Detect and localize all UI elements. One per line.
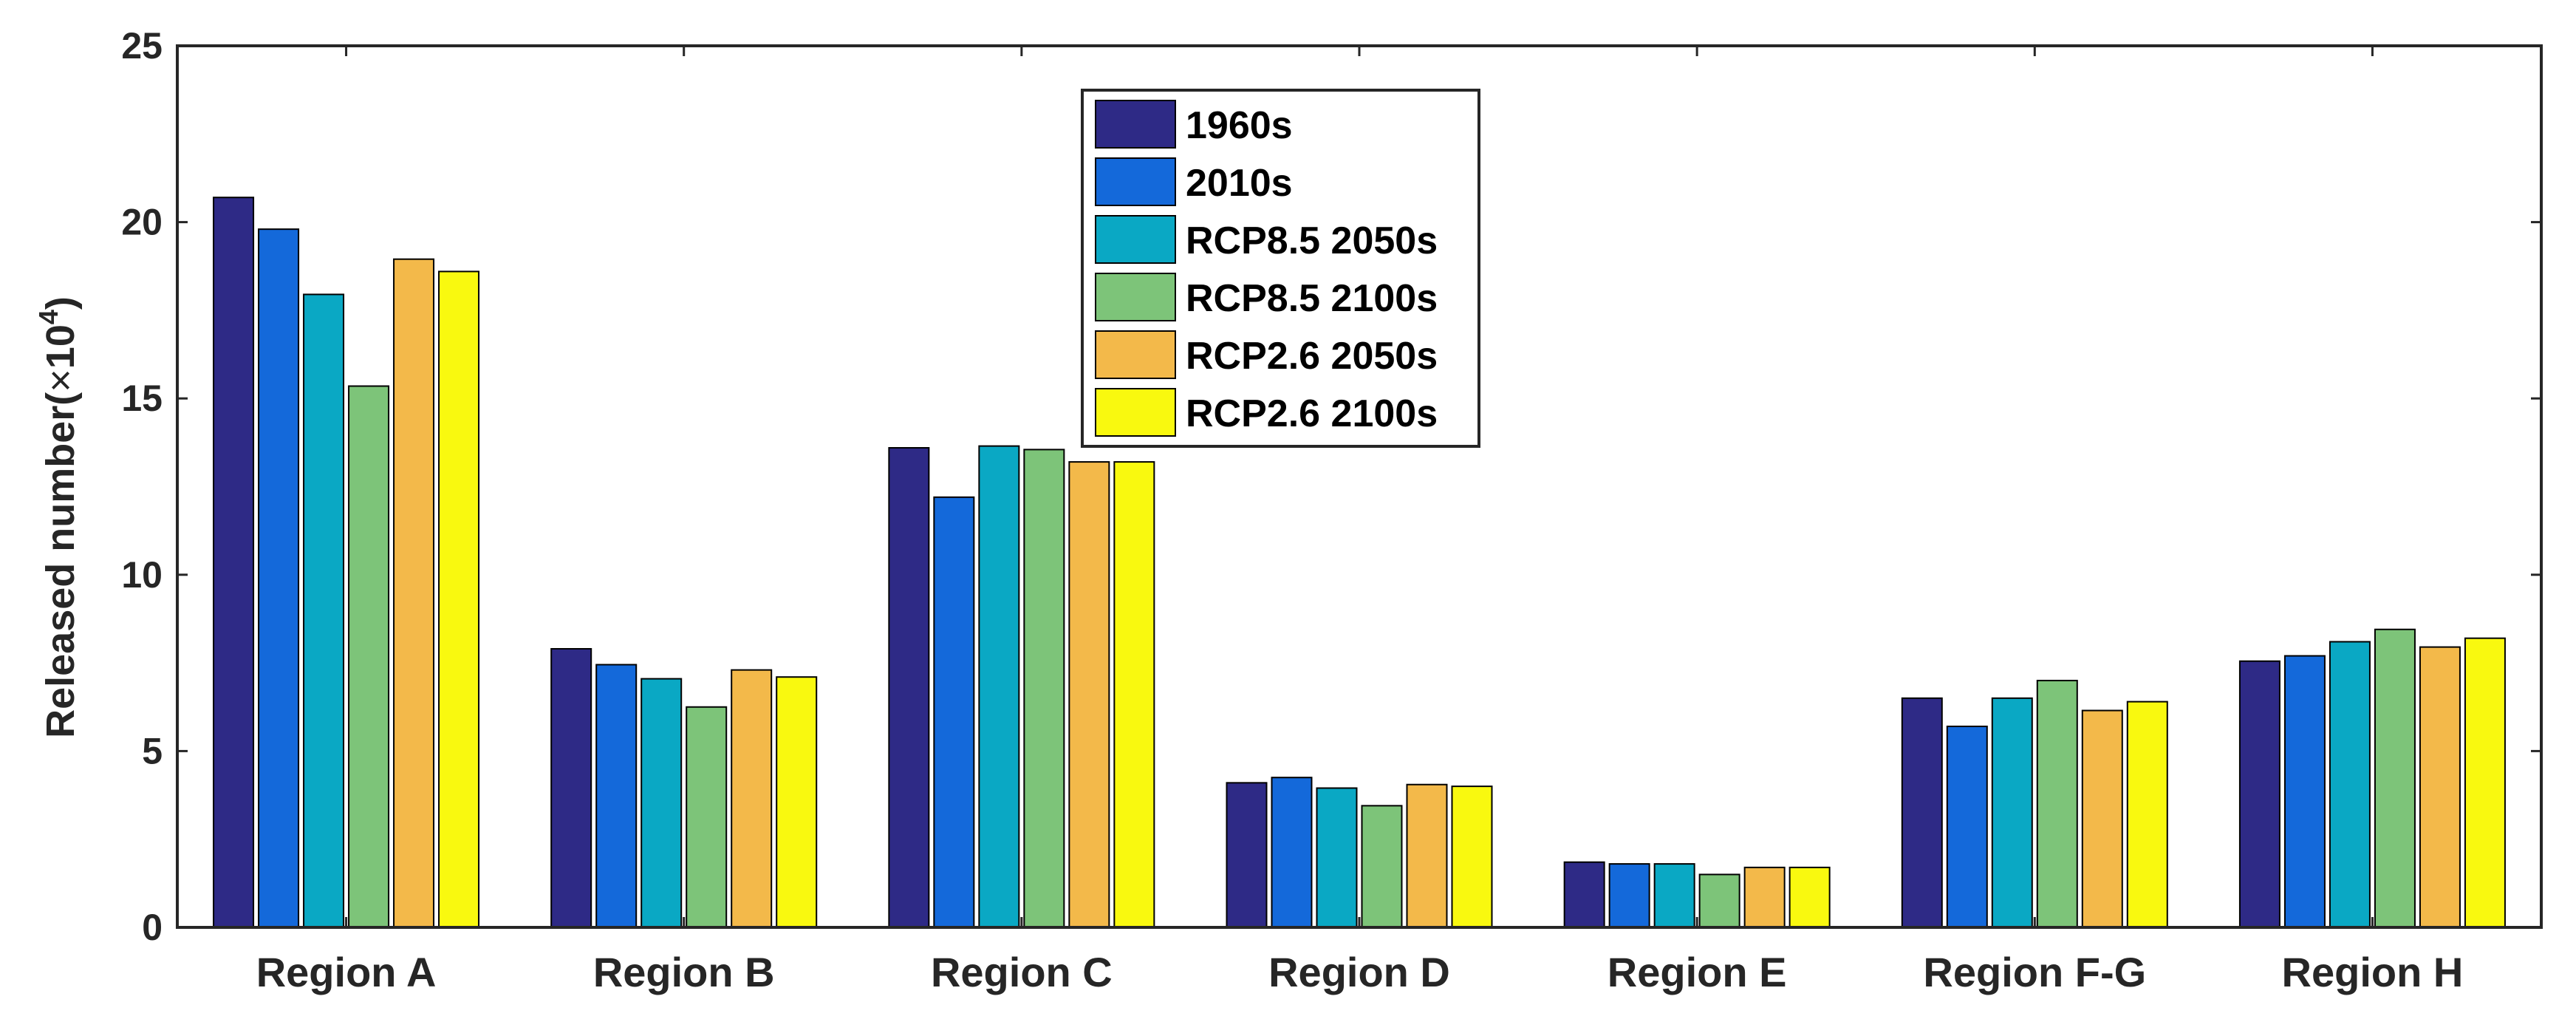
bar-rcp8-5-2100s-region-f-g — [2036, 679, 2078, 929]
legend-entry-label: RCP8.5 2100s — [1186, 277, 1438, 320]
bar-1960s-region-b — [550, 648, 592, 929]
legend-swatch — [1095, 273, 1176, 321]
x-tick-label: Region D — [1268, 949, 1450, 995]
bar-1960s-region-h — [2238, 660, 2281, 928]
legend-swatch — [1095, 100, 1176, 149]
bar-rcp2-6-2050s-region-f-g — [2081, 709, 2123, 928]
bar-rcp8-5-2100s-region-c — [1023, 449, 1065, 928]
legend-entry-label: RCP2.6 2050s — [1186, 335, 1438, 378]
y-tick-label: 15 — [121, 378, 163, 419]
y-tick-label: 25 — [121, 25, 163, 67]
bar-2010s-region-b — [595, 664, 638, 929]
bar-rcp2-6-2050s-region-a — [393, 258, 435, 928]
legend-entry-label: 1960s — [1186, 104, 1293, 147]
y-tick-label: 20 — [121, 202, 163, 243]
bar-2010s-region-d — [1271, 777, 1313, 928]
bar-1960s-region-f-g — [1901, 697, 1943, 928]
bar-rcp8-5-2050s-region-d — [1316, 787, 1358, 928]
bar-1960s-region-a — [213, 197, 255, 929]
y-axis-label-base: 10 — [38, 324, 83, 369]
bar-rcp2-6-2100s-region-c — [1113, 461, 1155, 928]
x-tick-label: Region A — [256, 949, 437, 995]
bar-rcp8-5-2050s-region-f-g — [1991, 697, 2033, 928]
bar-2010s-region-e — [1608, 863, 1650, 928]
bar-rcp8-5-2050s-region-a — [303, 293, 345, 928]
bar-rcp8-5-2100s-region-b — [686, 706, 728, 928]
bar-rcp8-5-2050s-region-c — [978, 445, 1020, 928]
bar-rcp2-6-2100s-region-b — [776, 676, 818, 928]
bar-rcp8-5-2100s-region-d — [1361, 805, 1403, 928]
y-axis-title: Released number(×104) — [33, 296, 83, 738]
legend-swatch — [1095, 330, 1176, 379]
legend-swatch — [1095, 388, 1176, 437]
bar-rcp8-5-2050s-region-b — [640, 678, 683, 928]
bar-rcp8-5-2100s-region-a — [348, 385, 390, 928]
bar-rcp2-6-2050s-region-b — [731, 669, 773, 928]
bar-rcp2-6-2100s-region-f-g — [2126, 701, 2168, 928]
bar-rcp8-5-2050s-region-e — [1653, 863, 1695, 928]
y-axis-label-close: ) — [38, 296, 83, 310]
bar-1960s-region-c — [888, 447, 930, 928]
bar-2010s-region-h — [2283, 655, 2326, 929]
y-axis-label-main: Released number( — [38, 392, 83, 738]
y-tick-label: 5 — [142, 730, 163, 771]
bar-2010s-region-f-g — [1946, 725, 1988, 928]
y-axis-label: Released number(×104) — [33, 296, 83, 738]
bar-2010s-region-c — [933, 496, 975, 928]
bar-rcp8-5-2100s-region-h — [2374, 628, 2416, 928]
x-tick-label: Region C — [931, 949, 1113, 995]
bar-rcp8-5-2100s-region-e — [1698, 873, 1740, 929]
bar-rcp2-6-2050s-region-e — [1743, 866, 1786, 928]
bar-2010s-region-a — [258, 228, 300, 929]
bar-rcp2-6-2050s-region-c — [1068, 461, 1110, 928]
legend-entry-label: RCP8.5 2050s — [1186, 219, 1438, 262]
y-axis-label-times: × — [38, 369, 83, 392]
bar-rcp2-6-2100s-region-d — [1451, 785, 1493, 928]
bar-1960s-region-e — [1563, 861, 1605, 929]
bar-rcp2-6-2100s-region-e — [1788, 866, 1831, 928]
bar-rcp2-6-2050s-region-h — [2419, 646, 2461, 928]
y-tick-label: 0 — [142, 907, 163, 948]
bar-rcp2-6-2100s-region-a — [438, 270, 480, 928]
y-tick-label: 10 — [121, 554, 163, 596]
bar-rcp8-5-2050s-region-h — [2329, 641, 2371, 929]
legend-entry-label: 2010s — [1186, 162, 1293, 205]
bar-rcp2-6-2050s-region-d — [1406, 783, 1448, 929]
plot-frame — [176, 44, 2543, 929]
x-tick-label: Region B — [593, 949, 775, 995]
legend-entry-label: RCP2.6 2100s — [1186, 392, 1438, 435]
legend: 1960s 2010s RCP8.5 2050s RCP8.5 2100s RCP2.6… — [1081, 89, 1480, 448]
y-axis-label-exponent: 4 — [33, 310, 64, 324]
x-tick-label: Region H — [2282, 949, 2464, 995]
bar-rcp2-6-2100s-region-h — [2464, 637, 2506, 928]
legend-swatch — [1095, 215, 1176, 264]
legend-box — [1081, 89, 1480, 448]
x-tick-label: Region E — [1608, 949, 1787, 995]
x-tick-label: Region F-G — [1923, 949, 2146, 995]
legend-swatch — [1095, 157, 1176, 206]
bar-1960s-region-d — [1226, 782, 1268, 929]
